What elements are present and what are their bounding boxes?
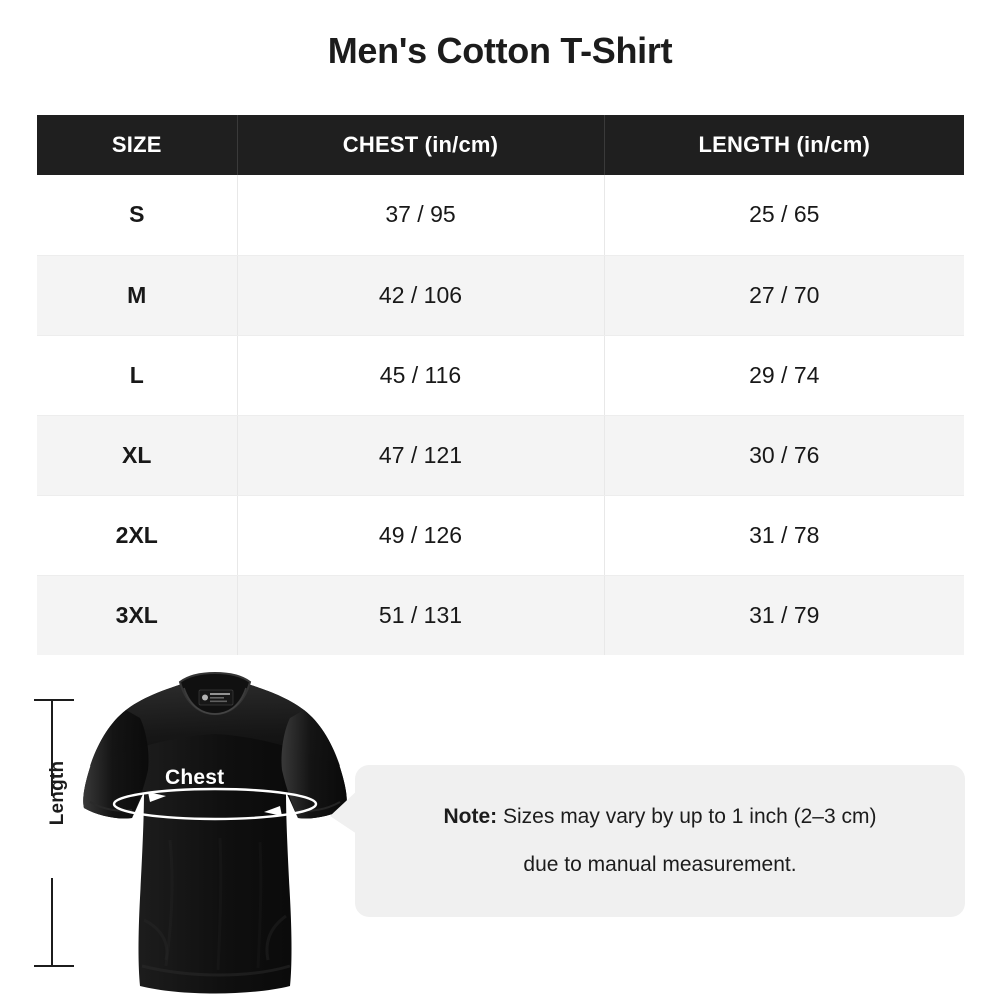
cell-length: 25 / 65 — [604, 175, 964, 256]
table-row: XL 47 / 121 30 / 76 — [37, 415, 964, 496]
note-line-1: Note: Sizes may vary by up to 1 inch (2–… — [443, 804, 877, 828]
table-body: S 37 / 95 25 / 65 M 42 / 106 27 / 70 L 4… — [37, 175, 964, 655]
neck-label-tag — [198, 689, 234, 706]
table-row: 3XL 51 / 131 31 / 79 — [37, 575, 964, 655]
vertical-dimension-line-icon — [34, 699, 74, 967]
table-row: L 45 / 116 29 / 74 — [37, 335, 964, 416]
note-line-1-text: Sizes may vary by up to 1 inch (2–3 cm) — [497, 804, 877, 828]
size-chart-table: SIZE CHEST (in/cm) LENGTH (in/cm) S 37 /… — [37, 115, 964, 655]
table-row: M 42 / 106 27 / 70 — [37, 255, 964, 336]
cell-size: 2XL — [37, 495, 238, 576]
length-dimension-line: Length — [30, 678, 86, 988]
column-header-chest: CHEST (in/cm) — [237, 115, 605, 175]
cell-size: S — [37, 175, 238, 256]
cell-chest: 42 / 106 — [237, 255, 605, 336]
table-header: SIZE CHEST (in/cm) LENGTH (in/cm) — [37, 115, 964, 175]
cell-length: 30 / 76 — [604, 415, 964, 496]
cell-chest: 51 / 131 — [237, 575, 605, 655]
cell-size: XL — [37, 415, 238, 496]
note-bubble: Note: Sizes may vary by up to 1 inch (2–… — [355, 765, 965, 917]
table-row: 2XL 49 / 126 31 / 78 — [37, 495, 964, 576]
note-prefix: Note: — [443, 804, 498, 828]
tshirt-illustration: Chest — [70, 670, 360, 1000]
page-title: Men's Cotton T-Shirt — [327, 30, 673, 71]
cell-chest: 47 / 121 — [237, 415, 605, 496]
chest-label: Chest — [165, 766, 225, 789]
cell-chest: 37 / 95 — [237, 175, 605, 256]
cell-size: M — [37, 255, 238, 336]
column-header-size: SIZE — [37, 115, 238, 175]
cell-chest: 45 / 116 — [237, 335, 605, 416]
note-text: Note: Sizes may vary by up to 1 inch (2–… — [355, 765, 965, 917]
table-header-row: SIZE CHEST (in/cm) LENGTH (in/cm) — [37, 115, 964, 175]
table-row: S 37 / 95 25 / 65 — [37, 175, 964, 256]
bubble-tail-icon — [330, 788, 360, 836]
measurement-illustration: Length — [0, 660, 1000, 1000]
cell-length: 31 / 78 — [604, 495, 964, 576]
chest-ellipse-arrows — [112, 787, 318, 821]
cell-chest: 49 / 126 — [237, 495, 605, 576]
cell-size: L — [37, 335, 238, 416]
cell-length: 27 / 70 — [604, 255, 964, 336]
tshirt-icon — [83, 671, 347, 994]
note-line-2: due to manual measurement. — [523, 853, 797, 876]
length-label: Length — [47, 760, 68, 826]
cell-size: 3XL — [37, 575, 238, 655]
column-header-length: LENGTH (in/cm) — [604, 115, 964, 175]
cell-length: 29 / 74 — [604, 335, 964, 416]
cell-length: 31 / 79 — [604, 575, 964, 655]
